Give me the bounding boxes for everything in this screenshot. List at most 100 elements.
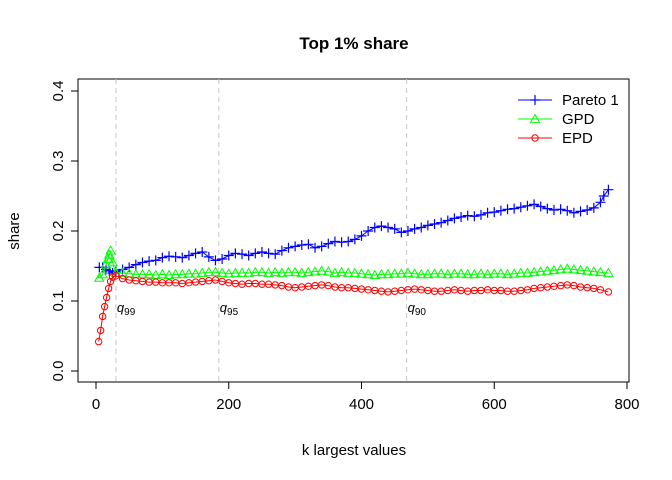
- data-point: [376, 221, 387, 232]
- data-point: [363, 226, 374, 236]
- data-point: [555, 263, 566, 274]
- data-point: [157, 268, 168, 279]
- data-point: [395, 268, 407, 278]
- data-point: [150, 255, 161, 266]
- data-point: [100, 259, 112, 269]
- data-point: [107, 256, 118, 267]
- data-point: [462, 268, 474, 279]
- data-point: [183, 250, 194, 261]
- data-point: [283, 242, 294, 253]
- x-tick-label: 200: [216, 396, 241, 413]
- data-point: [211, 276, 220, 284]
- y-axis-label: share: [6, 212, 23, 250]
- data-point: [349, 234, 360, 245]
- data-point: [396, 227, 407, 238]
- data-point: [230, 248, 241, 259]
- data-point: [137, 257, 148, 268]
- data-point: [542, 203, 553, 214]
- data-point: [130, 259, 141, 270]
- data-point: [216, 267, 228, 277]
- data-point: [336, 237, 347, 248]
- data-point: [422, 268, 434, 279]
- y-tick-label: 0.1: [50, 291, 67, 312]
- data-point: [495, 205, 506, 216]
- data-point: [276, 267, 288, 277]
- data-point: [588, 202, 599, 213]
- x-tick-label: 400: [349, 396, 374, 413]
- data-point: [456, 212, 467, 222]
- data-point: [263, 267, 274, 277]
- y-tick-label: 0.3: [50, 151, 67, 172]
- data-point: [289, 266, 301, 277]
- data-point: [455, 268, 467, 278]
- data-point: [595, 197, 606, 208]
- data-point: [604, 288, 613, 296]
- data-point: [603, 267, 614, 277]
- data-point: [296, 240, 307, 250]
- data-point: [468, 268, 480, 279]
- data-point: [223, 250, 234, 261]
- series-pareto-1: [94, 184, 614, 278]
- data-point: [322, 266, 334, 276]
- data-point: [588, 266, 600, 276]
- quantile-label: q95: [220, 300, 239, 318]
- data-point: [163, 269, 175, 279]
- data-point: [108, 273, 117, 281]
- data-point: [336, 266, 347, 277]
- data-point: [436, 217, 447, 228]
- data-point: [389, 268, 401, 278]
- data-point: [575, 264, 586, 275]
- data-point: [263, 248, 274, 259]
- y-tick-label: 0.4: [50, 81, 67, 102]
- data-point: [598, 191, 609, 201]
- data-point: [203, 266, 215, 277]
- data-point: [290, 241, 301, 252]
- data-point: [323, 238, 334, 249]
- data-point: [249, 266, 261, 277]
- legend-label: GPD: [562, 111, 595, 128]
- data-point: [190, 268, 201, 278]
- data-point: [278, 281, 286, 290]
- data-point: [96, 326, 105, 335]
- data-point: [581, 265, 593, 275]
- data-point: [429, 268, 440, 278]
- data-point: [482, 207, 493, 218]
- data-point: [369, 222, 380, 233]
- data-point: [596, 286, 605, 294]
- data-point: [210, 266, 221, 277]
- data-point: [555, 204, 566, 215]
- quantile-symbol: q: [220, 300, 228, 315]
- data-point: [197, 247, 208, 257]
- data-point: [529, 199, 540, 210]
- data-point: [495, 268, 507, 278]
- legend-label: EPD: [562, 130, 593, 147]
- data-point: [203, 251, 214, 262]
- data-point: [100, 302, 109, 311]
- data-point: [343, 236, 354, 247]
- data-point: [528, 266, 540, 277]
- data-point: [502, 268, 513, 279]
- data-point: [582, 205, 593, 215]
- data-point: [362, 268, 374, 279]
- quantile-symbol: q: [117, 300, 125, 315]
- data-point: [541, 265, 553, 275]
- data-point: [112, 272, 120, 280]
- data-point: [389, 223, 400, 234]
- data-point: [502, 204, 513, 215]
- quantile-subscript: 99: [124, 307, 136, 318]
- data-point: [164, 251, 175, 262]
- data-point: [106, 277, 115, 286]
- data-point: [296, 267, 308, 277]
- series-line: [98, 275, 609, 342]
- data-point: [562, 205, 573, 216]
- data-point: [316, 241, 327, 252]
- legend-marker: [530, 95, 540, 105]
- data-point: [462, 210, 473, 221]
- data-point: [329, 267, 341, 277]
- data-point: [170, 268, 182, 279]
- data-point: [329, 236, 340, 247]
- data-point: [309, 266, 321, 276]
- data-point: [218, 277, 226, 286]
- data-point: [94, 337, 103, 346]
